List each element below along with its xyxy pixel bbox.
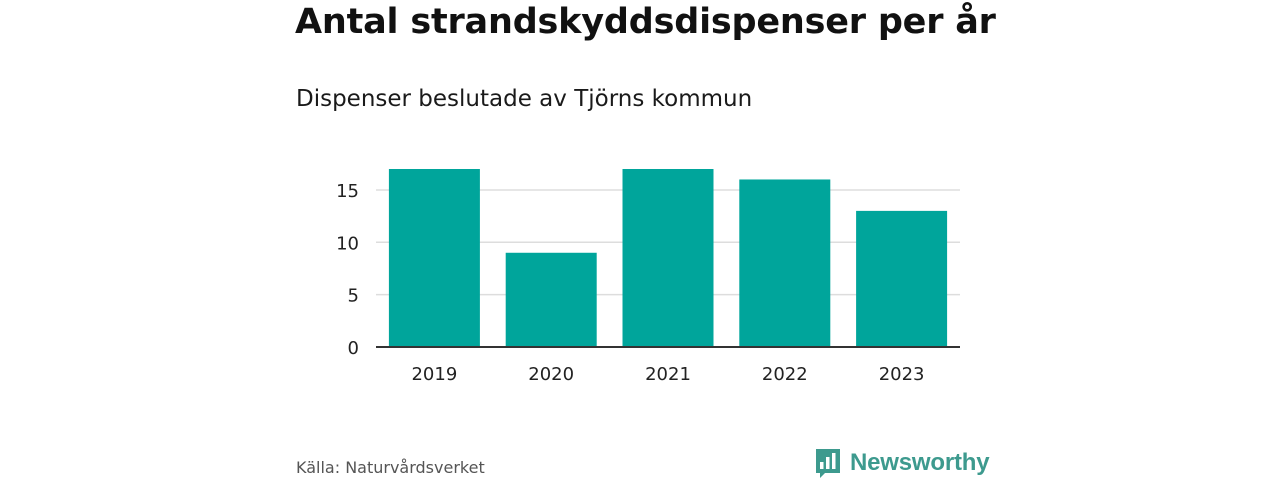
x-tick-label: 2020: [528, 364, 574, 385]
y-tick-label: 10: [336, 233, 359, 254]
chart-subtitle: Dispenser beslutade av Tjörns kommun: [296, 86, 753, 112]
brand-logo: Newsworthy: [814, 446, 990, 480]
x-tick-label: 2019: [411, 364, 457, 385]
x-tick-label: 2023: [879, 364, 925, 385]
bar: [622, 169, 714, 347]
y-tick-label: 15: [336, 181, 359, 202]
bar: [739, 179, 831, 347]
source-note: Källa: Naturvårdsverket: [296, 458, 485, 477]
x-tick-label: 2022: [762, 364, 808, 385]
bar: [388, 169, 480, 347]
bar-chart-speech-icon: [816, 449, 840, 478]
bar: [856, 210, 948, 347]
bar: [505, 252, 597, 347]
brand-name: Newsworthy: [850, 449, 990, 476]
y-tick-label: 5: [348, 286, 359, 307]
x-tick-label: 2021: [645, 364, 691, 385]
y-tick-label: 0: [348, 338, 359, 359]
chart-title: Antal strandskyddsdispenser per år: [295, 2, 996, 42]
